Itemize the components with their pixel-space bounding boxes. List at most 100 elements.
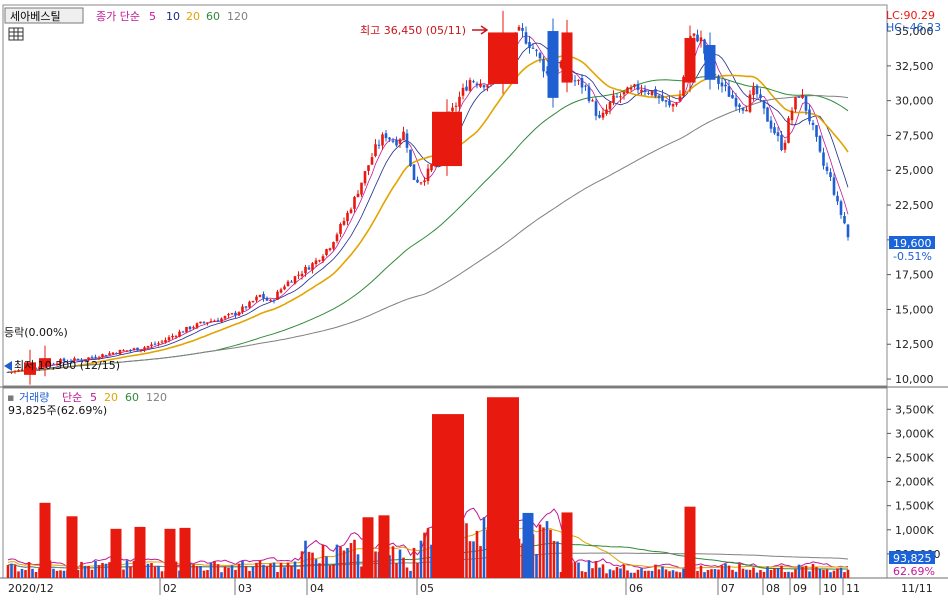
volume-bar xyxy=(745,569,748,578)
candle-body xyxy=(276,291,279,300)
candle-body xyxy=(720,82,724,87)
volume-bar xyxy=(738,563,741,578)
candle-body xyxy=(367,165,370,171)
candle-body xyxy=(696,34,699,42)
candle-body xyxy=(125,350,129,352)
volume-bar xyxy=(577,562,580,578)
candle-body xyxy=(129,349,132,351)
candle-body xyxy=(321,256,325,261)
candle-body xyxy=(213,320,216,322)
volume-bar xyxy=(545,521,549,578)
volume-bar xyxy=(300,551,304,578)
volume-bar xyxy=(671,570,675,578)
volume-bar xyxy=(643,570,647,578)
candle-body xyxy=(73,358,76,361)
volume-bar xyxy=(797,564,801,578)
volume-bar-large xyxy=(432,414,464,578)
candle-body xyxy=(615,96,619,98)
volume-bar-large xyxy=(39,502,51,578)
volume-bar xyxy=(157,566,160,578)
candle-body xyxy=(605,109,608,115)
volume-square-icon: ▪ xyxy=(7,391,14,404)
candle-body xyxy=(626,87,629,94)
volume-bar xyxy=(283,567,286,578)
candle-body xyxy=(339,224,342,234)
volume-bar xyxy=(668,571,671,578)
candle-body xyxy=(811,122,815,125)
volume-bar xyxy=(80,561,83,578)
current-price-badge xyxy=(889,236,935,249)
grid-table-icon[interactable] xyxy=(8,27,24,41)
candle-body xyxy=(279,289,283,293)
volume-bar xyxy=(482,517,486,578)
volume-bar xyxy=(83,565,87,578)
volume-bar xyxy=(199,566,202,578)
volume-bar xyxy=(472,541,475,578)
candle-body xyxy=(346,212,349,222)
vol-ma20-label: 20 xyxy=(104,391,118,404)
volume-bar xyxy=(209,562,213,578)
x-tick-label: 02 xyxy=(163,582,177,595)
candle-body xyxy=(332,241,335,249)
volume-bar xyxy=(223,566,227,578)
volume-bar xyxy=(332,564,335,578)
candle-body xyxy=(528,42,531,48)
candle-body xyxy=(300,273,304,277)
candle-body xyxy=(804,96,808,111)
volume-bar xyxy=(650,570,654,578)
volume-bar xyxy=(349,543,353,578)
candle-body xyxy=(146,346,150,348)
candle-body xyxy=(766,107,769,122)
volume-bar xyxy=(843,572,846,578)
candle-body xyxy=(801,94,804,99)
candle-body xyxy=(622,91,626,95)
volume-bar xyxy=(227,567,230,578)
volume-bar xyxy=(360,566,363,578)
volume-bar xyxy=(13,565,17,578)
candle-body xyxy=(825,166,829,171)
volume-bar xyxy=(801,566,804,578)
candle-body xyxy=(153,343,157,345)
candle-body xyxy=(111,352,115,354)
candle-body xyxy=(377,144,381,146)
volume-bar xyxy=(808,571,811,578)
volume-bar xyxy=(237,563,241,578)
volume-bar xyxy=(811,563,815,578)
candle-body xyxy=(104,354,108,356)
candle-body xyxy=(762,100,766,109)
candle-body xyxy=(650,91,654,96)
candle-body xyxy=(727,86,731,97)
volume-bar xyxy=(720,565,724,578)
candle-body xyxy=(335,234,339,242)
candle-body xyxy=(426,168,430,182)
candle-body xyxy=(738,104,741,108)
volume-bar xyxy=(20,568,24,578)
x-tick-label: 09 xyxy=(793,582,807,595)
volume-bar xyxy=(94,560,97,578)
volume-bar xyxy=(24,570,27,578)
volume-bar xyxy=(339,546,342,578)
candle-body xyxy=(363,171,367,184)
candle-body xyxy=(262,293,265,299)
volume-bar xyxy=(654,564,657,578)
candle-body xyxy=(272,300,276,302)
candle-body xyxy=(69,360,73,362)
volume-bar xyxy=(468,541,472,578)
volume-bar xyxy=(741,568,745,578)
volume-bar xyxy=(255,562,258,578)
volume-bar xyxy=(748,569,752,578)
volume-bar xyxy=(556,541,559,578)
volume-bar xyxy=(265,566,269,578)
candle-body xyxy=(384,133,388,139)
x-tick-label: 05 xyxy=(420,582,434,595)
low-candle xyxy=(24,362,36,375)
candle-body xyxy=(647,92,650,94)
candle-body xyxy=(325,249,328,255)
candle-body xyxy=(76,359,80,361)
x-tick-label: 11/11 xyxy=(901,582,933,595)
volume-bar-large xyxy=(66,516,78,578)
stock-name-box[interactable] xyxy=(4,7,84,24)
price-tick-label: 27,500 xyxy=(895,129,934,142)
candle-body xyxy=(55,363,59,365)
volume-bar xyxy=(76,569,80,578)
